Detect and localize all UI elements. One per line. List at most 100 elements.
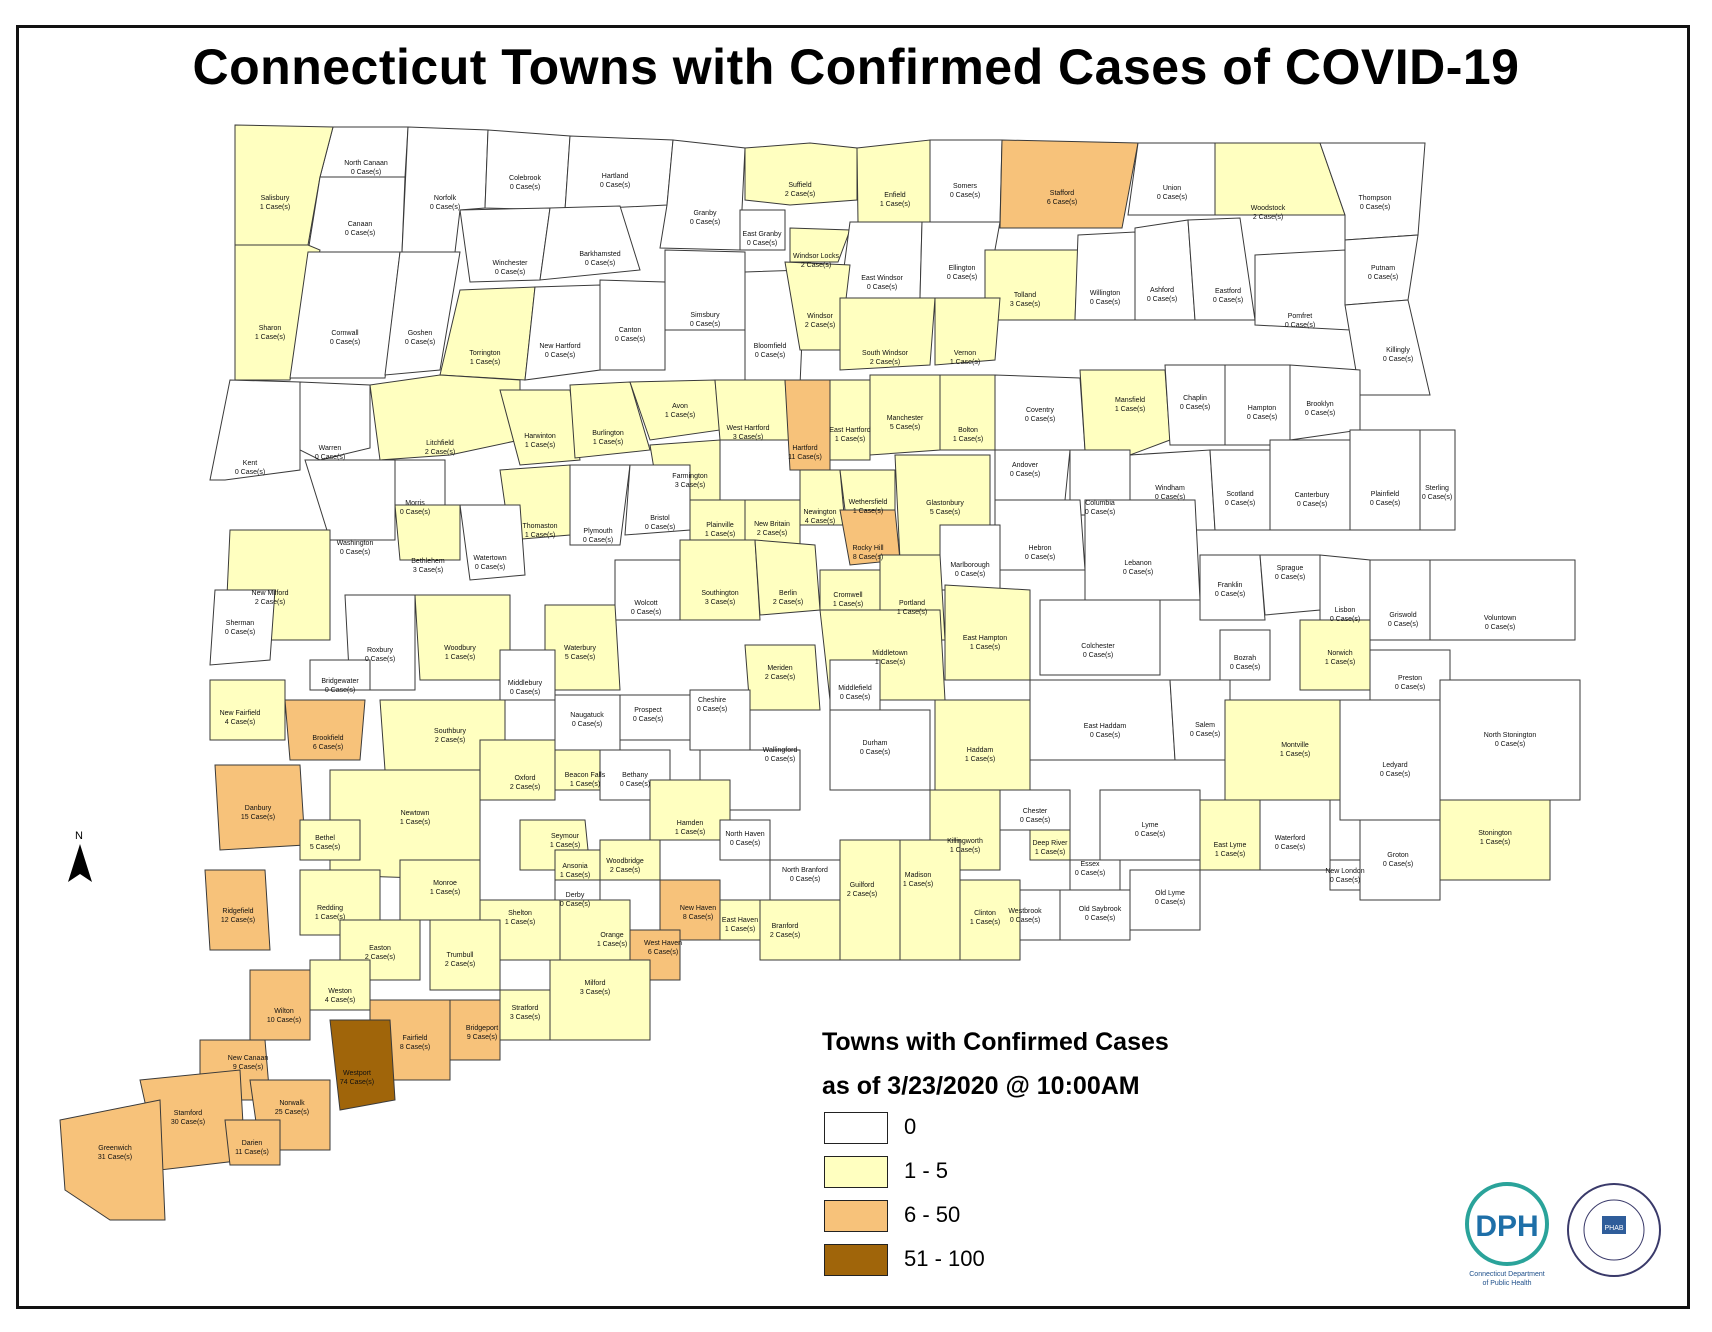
town-name-ledyard: Ledyard [1382,762,1407,769]
town-name-voluntown: Voluntown [1484,615,1516,622]
town-cases-stamford: 30 Case(s) [171,1119,205,1126]
town-cases-newington: 4 Case(s) [805,518,835,525]
town-name-weston: Weston [328,988,352,995]
town-name-naugatuck: Naugatuck [570,712,604,719]
town-cases-torrington: 1 Case(s) [470,359,500,366]
town-cases-plainville: 1 Case(s) [705,531,735,538]
town-scotland [1209,449,1271,531]
town-groton [1359,819,1441,901]
town-name-wolcott: Wolcott [634,600,657,607]
town-name-barkhamsted: Barkhamsted [579,251,620,258]
town-barkhamsted [539,205,641,281]
town-name-old-lyme: Old Lyme [1155,890,1185,897]
town-name-farmington: Farmington [672,473,708,480]
town-cases-willington: 0 Case(s) [1090,299,1120,306]
town-name-thomaston: Thomaston [522,523,557,530]
town-cases-seymour: 1 Case(s) [550,842,580,849]
town-name-greenwich: Greenwich [98,1145,132,1152]
town-name-scotland: Scotland [1226,491,1253,498]
town-name-east-hampton: East Hampton [963,635,1007,642]
legend-label-0: 0 [904,1114,917,1139]
town-name-stratford: Stratford [512,1005,539,1012]
town-cases-new-london: 0 Case(s) [1330,877,1360,884]
town-cases-ridgefield: 12 Case(s) [221,917,255,924]
town-cases-canton: 0 Case(s) [615,336,645,343]
town-name-new-canaan: New Canaan [228,1055,269,1062]
town-name-lyme: Lyme [1142,822,1159,829]
town-name-chester: Chester [1023,808,1048,815]
town-name-ridgefield: Ridgefield [222,908,253,915]
town-name-new-london: New London [1325,868,1364,875]
town-kent [209,379,301,481]
town-cases-cheshire: 0 Case(s) [697,706,727,713]
town-cases-south-windsor: 2 Case(s) [870,359,900,366]
town-name-meriden: Meriden [767,665,792,672]
town-cases-east-hampton: 1 Case(s) [970,644,1000,651]
town-cases-middletown: 1 Case(s) [875,659,905,666]
town-cases-scotland: 0 Case(s) [1225,500,1255,507]
town-name-durham: Durham [863,740,888,747]
town-cases-naugatuck: 0 Case(s) [572,721,602,728]
legend-label-2: 6 - 50 [904,1202,961,1227]
town-cases-canaan: 0 Case(s) [345,230,375,237]
town-cases-thompson: 0 Case(s) [1360,204,1390,211]
town-cases-avon: 1 Case(s) [665,412,695,419]
town-cases-windsor-locks: 2 Case(s) [801,262,831,269]
town-cases-sterling: 0 Case(s) [1422,494,1452,501]
town-cases-wolcott: 0 Case(s) [631,609,661,616]
town-name-fairfield: Fairfield [403,1035,428,1042]
dph-logo-text: DPH [1475,1210,1538,1243]
town-cases-north-canaan: 0 Case(s) [351,169,381,176]
town-cases-chester: 0 Case(s) [1020,817,1050,824]
town-ashford [1134,219,1196,321]
town-name-avon: Avon [672,403,688,410]
legend-title-line1: Towns with Confirmed Cases [822,1028,1169,1056]
legend-title: Towns with Confirmed Cases as of 3/23/20… [822,1020,1169,1108]
town-name-guilford: Guilford [850,882,875,889]
town-cases-old-saybrook: 0 Case(s) [1085,915,1115,922]
town-name-darien: Darien [242,1140,263,1147]
legend-swatch-1 [824,1156,888,1188]
town-name-west-hartford: West Hartford [726,425,769,432]
town-name-killingly: Killingly [1386,347,1410,354]
town-name-stonington: Stonington [1478,830,1512,837]
town-name-shelton: Shelton [508,910,532,917]
town-name-plainville: Plainville [706,522,734,529]
town-darien [224,1119,281,1166]
town-cases-monroe: 1 Case(s) [430,889,460,896]
town-name-harwinton: Harwinton [524,433,556,440]
town-name-stamford: Stamford [174,1110,203,1117]
town-name-bozrah: Bozrah [1234,655,1256,662]
dph-logo: DPH Connecticut Department of Public Hea… [1465,1182,1549,1287]
town-cases-winchester: 0 Case(s) [495,269,525,276]
town-cases-westport: 74 Case(s) [340,1079,374,1086]
town-cases-sherman: 0 Case(s) [225,629,255,636]
town-name-glastonbury: Glastonbury [926,500,964,507]
town-cases-chaplin: 0 Case(s) [1180,404,1210,411]
town-name-hebron: Hebron [1029,545,1052,552]
town-cases-new-milford: 2 Case(s) [255,599,285,606]
town-name-norwalk: Norwalk [279,1100,305,1107]
town-name-somers: Somers [953,183,978,190]
town-vernon [934,297,1001,366]
town-name-warren: Warren [319,445,342,452]
town-cases-bethlehem: 3 Case(s) [413,567,443,574]
town-name-andover: Andover [1012,462,1039,469]
town-south-windsor [839,297,936,371]
town-cases-easton: 2 Case(s) [365,954,395,961]
town-cases-north-stonington: 0 Case(s) [1495,741,1525,748]
town-cases-middlebury: 0 Case(s) [510,689,540,696]
town-cases-madison: 1 Case(s) [903,881,933,888]
town-cases-roxbury: 0 Case(s) [365,656,395,663]
town-cases-woodstock: 2 Case(s) [1253,214,1283,221]
town-cases-haddam: 1 Case(s) [965,756,995,763]
town-name-ellington: Ellington [949,265,976,272]
town-east-hampton [944,584,1031,681]
town-cases-enfield: 1 Case(s) [880,201,910,208]
town-cases-wilton: 10 Case(s) [267,1017,301,1024]
town-name-essex: Essex [1080,861,1100,868]
town-cases-branford: 2 Case(s) [770,932,800,939]
town-ridgefield [204,869,271,951]
town-griswold [1369,559,1431,641]
town-haddam [934,699,1031,791]
